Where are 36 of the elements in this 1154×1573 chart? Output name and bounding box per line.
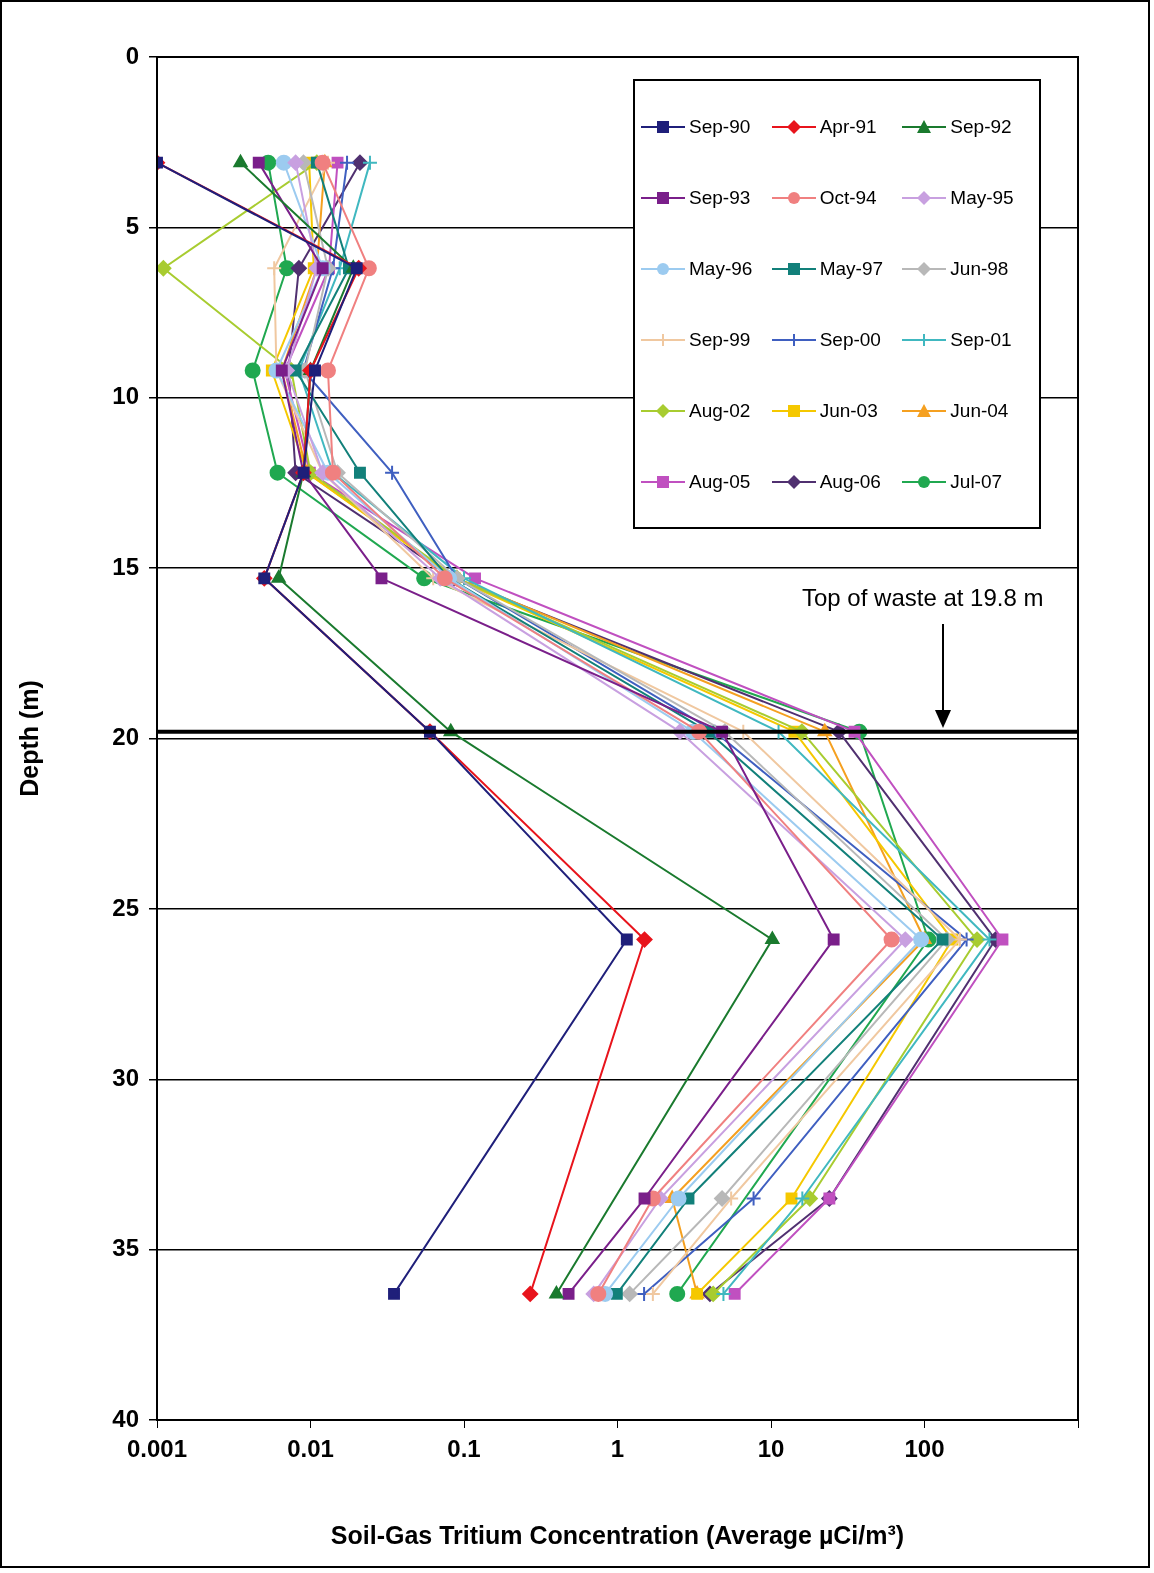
legend-label: Sep-01 [950,328,1012,351]
y-tick-label: 30 [112,1063,139,1091]
legend-label: Sep-00 [819,328,881,351]
legend-label: Jun-98 [950,257,1009,280]
x-axis-title: Soil-Gas Tritium Concentration (Average µCi/m³) [330,1520,905,1549]
y-tick-label: 10 [112,382,139,410]
legend-label: Aug-06 [819,470,881,493]
legend-label: Sep-99 [689,328,751,351]
x-tick-label: 1 [610,1435,625,1463]
legend-label: Oct-94 [819,186,877,209]
legend-label: May-97 [819,257,884,280]
x-tick-label: 10 [757,1435,785,1463]
legend-label: May-96 [689,257,753,280]
legend-label: Apr-91 [819,115,877,138]
y-axis-title: Depth (m) [14,680,43,797]
annotation: Top of waste at 19.8 m [802,583,1044,612]
x-tick-label: 100 [904,1435,945,1463]
legend-label: Sep-92 [950,115,1012,138]
y-tick-label: 25 [112,893,139,921]
legend-label: Jun-04 [950,399,1009,422]
legend-label: Sep-93 [689,186,751,209]
y-tick-label: 20 [112,723,139,751]
y-tick-label: 0 [125,41,139,69]
x-tick-label: 0.1 [447,1435,481,1463]
y-tick-label: 15 [112,552,139,580]
y-tick-label: 5 [125,212,139,239]
legend-label: Aug-02 [689,399,751,422]
x-tick-label: 0.001 [126,1435,188,1463]
legend-label: Jul-07 [950,470,1003,493]
y-tick-label: 35 [112,1234,139,1262]
legend-label: Jun-03 [819,399,878,422]
legend-label: Sep-90 [689,115,751,138]
legend-label: May-95 [950,186,1014,209]
legend-label: Aug-05 [689,470,751,493]
y-tick-label: 40 [112,1404,139,1432]
x-tick-label: 0.01 [287,1435,334,1463]
